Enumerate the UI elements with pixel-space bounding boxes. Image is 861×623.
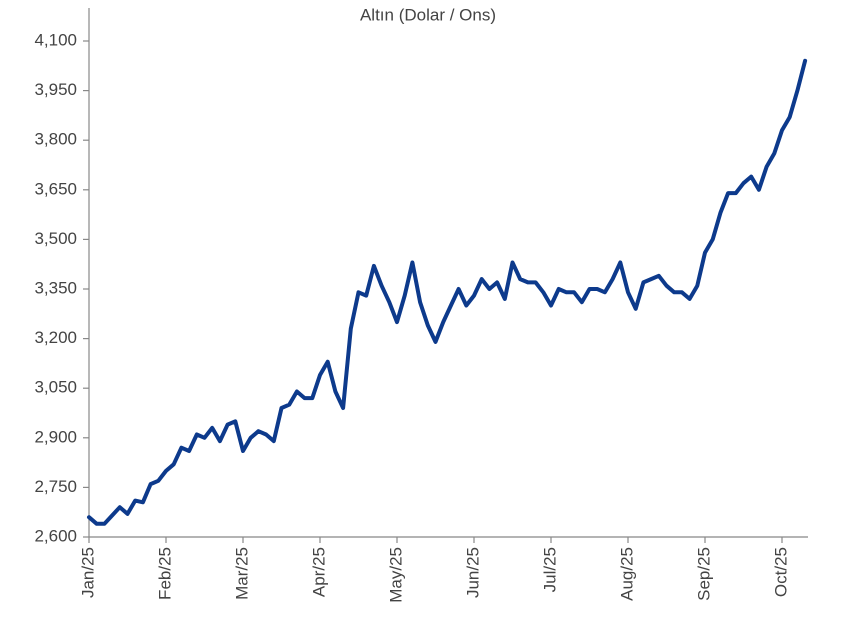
x-tick-label: Jun/25 xyxy=(463,547,482,598)
x-tick-label: Jul/25 xyxy=(540,547,559,592)
y-tick-label: 2,750 xyxy=(34,477,77,496)
x-tick-label: Jan/25 xyxy=(78,547,97,598)
line-series xyxy=(87,58,808,526)
y-tick-label: 2,900 xyxy=(34,427,77,446)
x-tick-label: Oct/25 xyxy=(771,547,790,597)
x-tick-label: Aug/25 xyxy=(617,547,636,601)
y-tick-label: 3,500 xyxy=(34,229,77,248)
y-tick-label: 2,600 xyxy=(34,526,77,545)
y-tick-label: 3,200 xyxy=(34,328,77,347)
y-tick-label: 3,650 xyxy=(34,179,77,198)
y-tick-label: 4,100 xyxy=(34,30,77,49)
x-tick-label: May/25 xyxy=(386,547,405,603)
y-tick-label: 3,050 xyxy=(34,378,77,397)
y-tick-label: 3,950 xyxy=(34,80,77,99)
x-tick-label: Feb/25 xyxy=(155,547,174,600)
x-tick-label: Mar/25 xyxy=(232,547,251,600)
y-tick-label: 3,800 xyxy=(34,130,77,149)
chart-title: Altın (Dolar / Ons) xyxy=(360,5,496,24)
x-tick-label: Sep/25 xyxy=(694,547,713,601)
y-tick-label: 3,350 xyxy=(34,278,77,297)
x-tick-label: Apr/25 xyxy=(309,547,328,597)
